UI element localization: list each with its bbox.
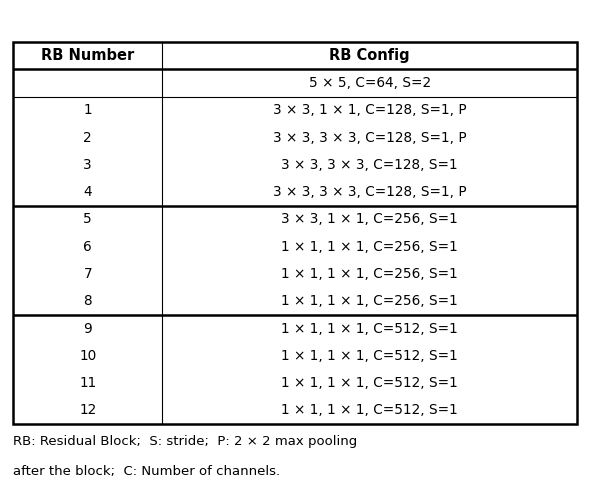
Text: 3 × 3, 3 × 3, C=128, S=1, P: 3 × 3, 3 × 3, C=128, S=1, P <box>273 185 467 199</box>
Text: 4: 4 <box>83 185 92 199</box>
Text: 1 × 1, 1 × 1, C=512, S=1: 1 × 1, 1 × 1, C=512, S=1 <box>281 321 458 336</box>
Text: 3 × 3, 3 × 3, C=128, S=1: 3 × 3, 3 × 3, C=128, S=1 <box>281 158 458 172</box>
Text: 1 × 1, 1 × 1, C=256, S=1: 1 × 1, 1 × 1, C=256, S=1 <box>281 240 458 254</box>
Text: 6: 6 <box>83 240 92 254</box>
Text: RB Number: RB Number <box>41 48 135 63</box>
Text: 8: 8 <box>83 294 92 309</box>
Text: 3 × 3, 1 × 1, C=128, S=1, P: 3 × 3, 1 × 1, C=128, S=1, P <box>273 103 467 118</box>
Text: 10: 10 <box>79 349 96 363</box>
Text: 5 × 5, C=64, S=2: 5 × 5, C=64, S=2 <box>309 76 431 90</box>
Text: 1 × 1, 1 × 1, C=512, S=1: 1 × 1, 1 × 1, C=512, S=1 <box>281 403 458 418</box>
Text: RB: Residual Block;  S: stride;  P: 2 × 2 max pooling: RB: Residual Block; S: stride; P: 2 × 2 … <box>13 435 357 448</box>
Text: 1 × 1, 1 × 1, C=256, S=1: 1 × 1, 1 × 1, C=256, S=1 <box>281 294 458 309</box>
Text: 3: 3 <box>83 158 92 172</box>
Text: 11: 11 <box>79 376 96 390</box>
Bar <box>13 42 577 424</box>
Text: 1 × 1, 1 × 1, C=256, S=1: 1 × 1, 1 × 1, C=256, S=1 <box>281 267 458 281</box>
Text: 3 × 3, 1 × 1, C=256, S=1: 3 × 3, 1 × 1, C=256, S=1 <box>281 212 458 227</box>
Text: 12: 12 <box>79 403 96 418</box>
Text: 1 × 1, 1 × 1, C=512, S=1: 1 × 1, 1 × 1, C=512, S=1 <box>281 349 458 363</box>
Text: 2: 2 <box>83 130 92 145</box>
Text: 7: 7 <box>83 267 92 281</box>
Text: 9: 9 <box>83 321 92 336</box>
Text: 1: 1 <box>83 103 92 118</box>
Text: 3 × 3, 3 × 3, C=128, S=1, P: 3 × 3, 3 × 3, C=128, S=1, P <box>273 130 467 145</box>
Text: 5: 5 <box>83 212 92 227</box>
Text: RB Config: RB Config <box>329 48 410 63</box>
Text: after the block;  C: Number of channels.: after the block; C: Number of channels. <box>13 465 280 478</box>
Text: 1 × 1, 1 × 1, C=512, S=1: 1 × 1, 1 × 1, C=512, S=1 <box>281 376 458 390</box>
